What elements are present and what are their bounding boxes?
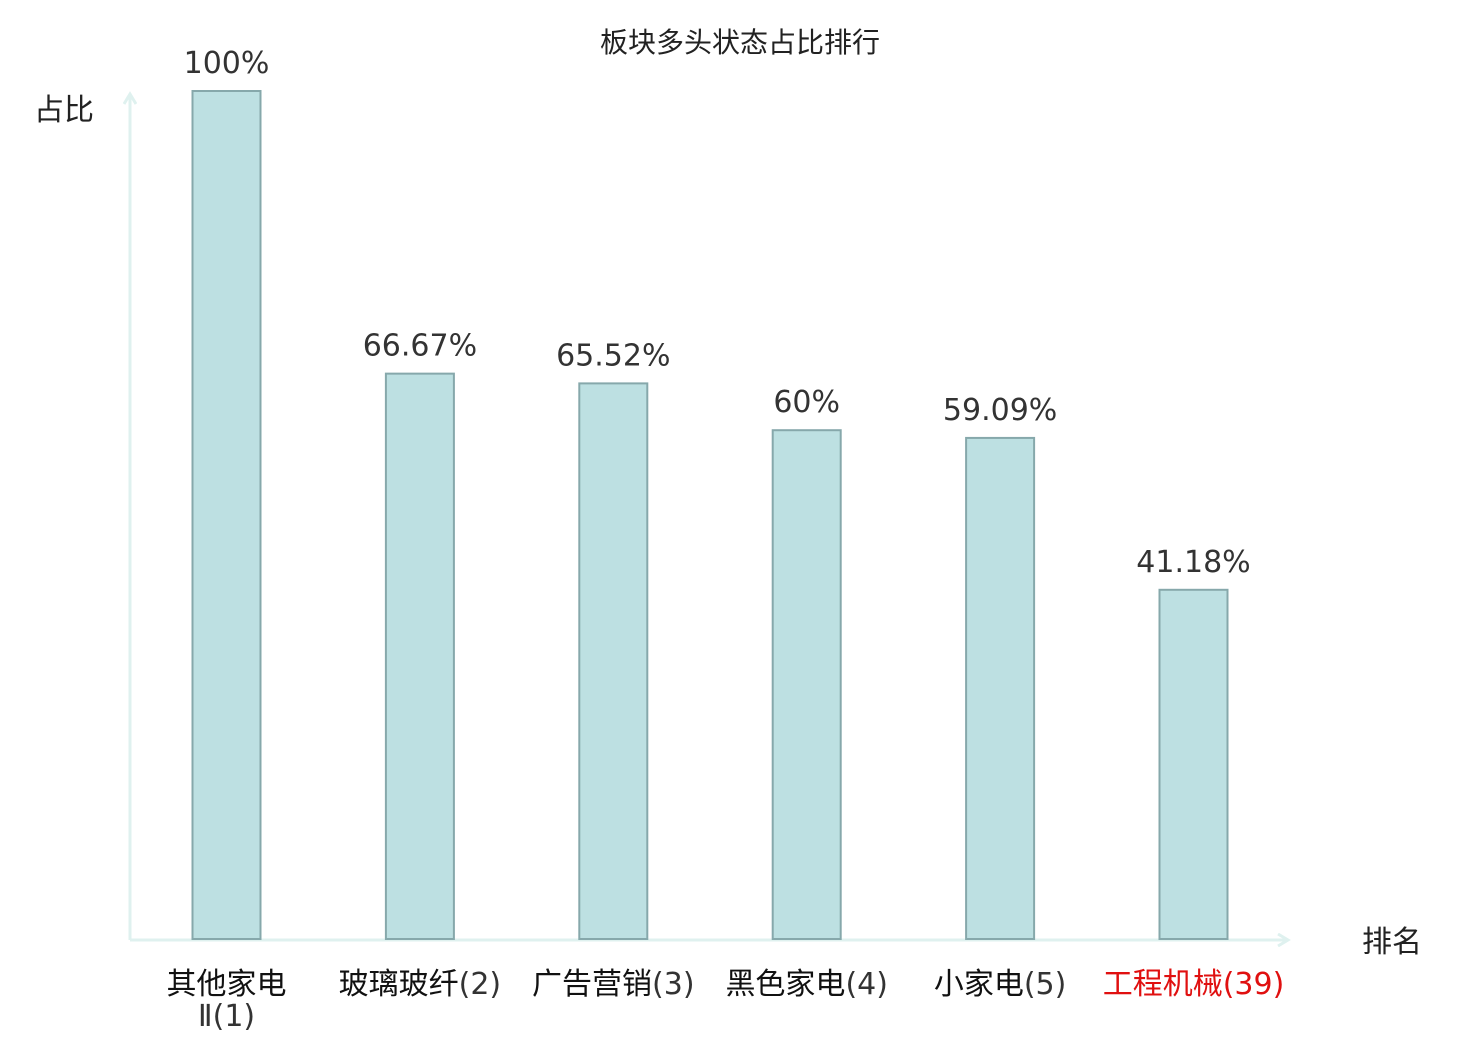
category-rank-4: (4): [845, 967, 888, 1002]
bar-3: [578, 382, 649, 941]
category-label-2: 玻璃玻纤(2): [339, 967, 502, 1002]
value-label-2: 66.67%: [363, 329, 477, 364]
category-rank-6: (39): [1223, 967, 1285, 1002]
bar-4: [771, 429, 842, 940]
category-name-5: 小家电: [934, 967, 1024, 1002]
bars-group: [191, 90, 1229, 941]
category-label-3: 广告营销(3): [532, 967, 695, 1002]
category-name-line2-1: Ⅱ: [198, 999, 213, 1034]
value-label-5: 59.09%: [943, 393, 1057, 428]
category-name-3: 广告营销: [532, 967, 652, 1002]
category-name-6: 工程机械: [1103, 967, 1223, 1002]
category-label-1: 其他家电: [167, 967, 287, 1002]
category-label-4: 黑色家电(4): [725, 967, 888, 1002]
category-label-5: 小家电(5): [934, 967, 1067, 1002]
bar-5: [965, 436, 1036, 940]
value-label-6: 41.18%: [1136, 545, 1250, 580]
category-label-6: 工程机械(39): [1103, 967, 1285, 1002]
category-name-4: 黑色家电: [725, 967, 845, 1002]
bar-2: [384, 372, 455, 940]
value-labels-group: 100% 66.67% 65.52% 60% 59.09% 41.18%: [184, 46, 1251, 580]
category-name-2: 玻璃玻纤: [339, 967, 459, 1002]
category-rank-5: (5): [1024, 967, 1067, 1002]
y-axis-label: 占比: [34, 93, 94, 128]
bar-6: [1158, 588, 1229, 940]
category-label-1-line2: Ⅱ(1): [198, 999, 255, 1034]
value-label-4: 60%: [773, 385, 840, 420]
category-rank-2: (2): [459, 967, 502, 1002]
bar-1: [191, 90, 262, 940]
category-rank-3: (3): [652, 967, 695, 1002]
category-rank-1: (1): [213, 999, 256, 1034]
value-label-1: 100%: [184, 46, 270, 81]
x-axis-label: 排名: [1362, 925, 1422, 960]
chart-title: 板块多头状态占比排行: [600, 26, 880, 59]
value-label-3: 65.52%: [556, 338, 670, 373]
axes: [130, 94, 1288, 940]
category-name-1: 其他家电: [167, 967, 287, 1002]
